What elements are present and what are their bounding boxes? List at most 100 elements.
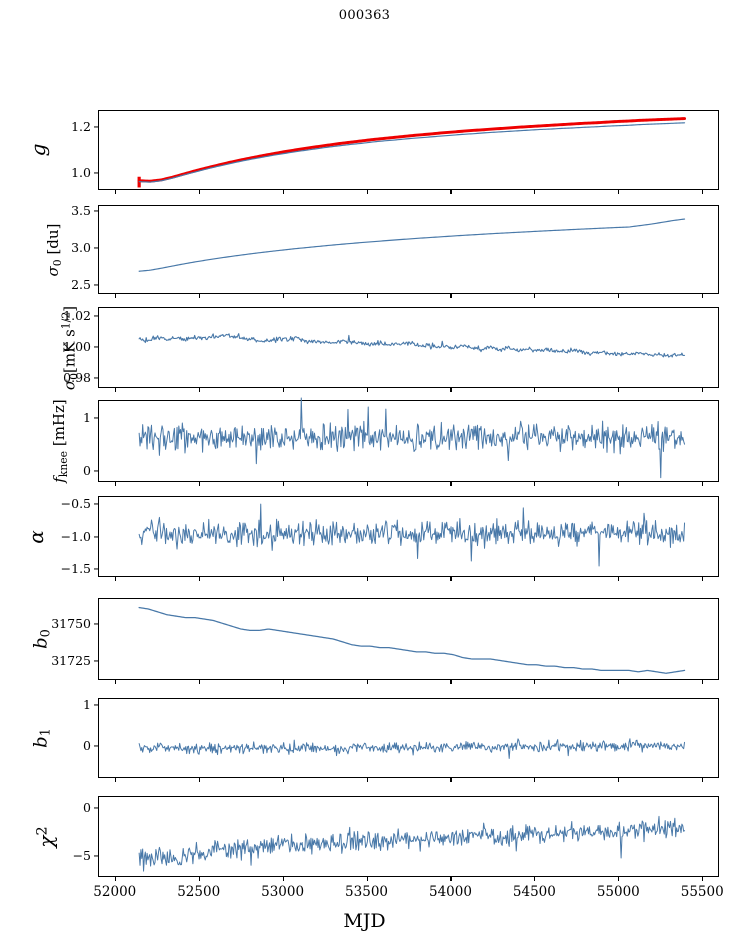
x-tick-mark [366,877,368,881]
x-tick-mark [114,577,116,581]
plot-area-f_knee [138,397,686,479]
y-tick-mark [94,172,98,174]
x-tick-mark [366,778,368,782]
x-tick-mark [450,877,452,881]
y-tick-label: 3.0 [71,239,91,255]
x-tick-mark [450,577,452,581]
y-tick-mark [94,247,98,249]
y-tick-label: 1.02 [63,307,91,323]
x-tick-mark [534,190,536,194]
y-tick-label: 31725 [51,652,91,668]
plot-area-sigma0_mK [138,333,686,358]
x-tick-mark [534,778,536,782]
x-tick-mark [114,680,116,684]
x-tick-label: 54000 [428,884,472,900]
y-tick-label: 3.5 [71,202,91,218]
x-tick-mark [534,577,536,581]
figure-title: 000363 [338,8,391,23]
x-tick-mark [534,482,536,486]
y-tick-mark [94,315,98,317]
x-tick-mark [450,388,452,392]
y-tick-mark [94,568,98,570]
y-tick-mark [94,377,98,379]
y-tick-mark [94,623,98,625]
y-tick-label: 0 [83,737,91,753]
x-tick-mark [114,294,116,298]
y-tick-label: −5 [72,847,91,863]
y-tick-label: 1.00 [63,338,91,354]
x-axis-label: MJD [343,910,386,932]
plot-panel-chi2 [98,796,719,877]
y-axis-label-sigma0_mK: σ0[mK s1/2] [59,305,81,390]
y-tick-mark [94,126,98,128]
y-tick-mark [94,855,98,857]
plot-area-alpha [138,503,686,567]
x-tick-mark [702,877,704,881]
plot-panel-sigma0_mK [98,307,719,388]
series-b1 [138,738,686,759]
x-tick-mark [450,482,452,486]
x-tick-mark [198,190,200,194]
x-tick-mark [534,294,536,298]
y-tick-label: 2.5 [71,276,91,292]
y-tick-label: 1 [83,410,91,426]
series-g_fit [137,117,687,183]
x-tick-label: 52500 [177,884,221,900]
plot-panel-g_fit [98,110,719,190]
x-tick-label: 55000 [596,884,640,900]
y-axis-label-sigma0_du: σ0 [du] [44,223,64,276]
x-tick-mark [114,482,116,486]
x-tick-mark [534,877,536,881]
plot-panel-b1 [98,698,719,778]
series-chi2 [138,815,686,872]
x-tick-mark [366,680,368,684]
y-tick-label: −0.5 [60,495,91,511]
y-tick-label: −1.0 [60,528,91,544]
y-tick-label: 1.2 [71,118,91,134]
x-tick-mark [282,294,284,298]
x-tick-mark [282,680,284,684]
x-tick-mark [282,877,284,881]
series-f_knee [138,397,686,479]
plot-area-b0 [138,606,686,674]
x-tick-mark [366,294,368,298]
x-tick-mark [618,294,620,298]
y-axis-label-chi2: χ2 [34,825,58,848]
y-tick-mark [94,704,98,706]
y-tick-label: 1 [83,697,91,713]
x-tick-label: 54500 [512,884,556,900]
x-tick-label: 53000 [261,884,305,900]
x-tick-mark [534,680,536,684]
y-tick-label: 0 [83,462,91,478]
x-tick-mark [198,482,200,486]
x-tick-mark [702,388,704,392]
y-tick-mark [94,210,98,212]
x-tick-mark [114,388,116,392]
plot-panel-alpha [98,496,719,577]
x-tick-mark [282,482,284,486]
x-tick-label: 55500 [680,884,724,900]
x-tick-mark [450,190,452,194]
x-tick-mark [618,388,620,392]
series-sigma0_mK [138,333,686,358]
x-tick-mark [702,680,704,684]
series-b0 [138,606,686,674]
y-axis-label-g_fit: g [26,143,50,157]
x-tick-mark [702,482,704,486]
x-tick-label: 52000 [93,884,137,900]
x-tick-mark [114,778,116,782]
plot-panel-f_knee [98,397,719,482]
x-tick-mark [618,778,620,782]
x-tick-mark [618,577,620,581]
x-tick-mark [702,577,704,581]
y-tick-label: 1.0 [71,164,91,180]
x-tick-mark [702,190,704,194]
y-tick-mark [94,346,98,348]
x-tick-mark [114,877,116,881]
y-tick-label: 31750 [51,616,91,632]
y-tick-mark [94,469,98,472]
x-tick-mark [618,482,620,486]
y-tick-mark [94,660,98,662]
y-axis-label-b1: b1 [30,728,54,748]
